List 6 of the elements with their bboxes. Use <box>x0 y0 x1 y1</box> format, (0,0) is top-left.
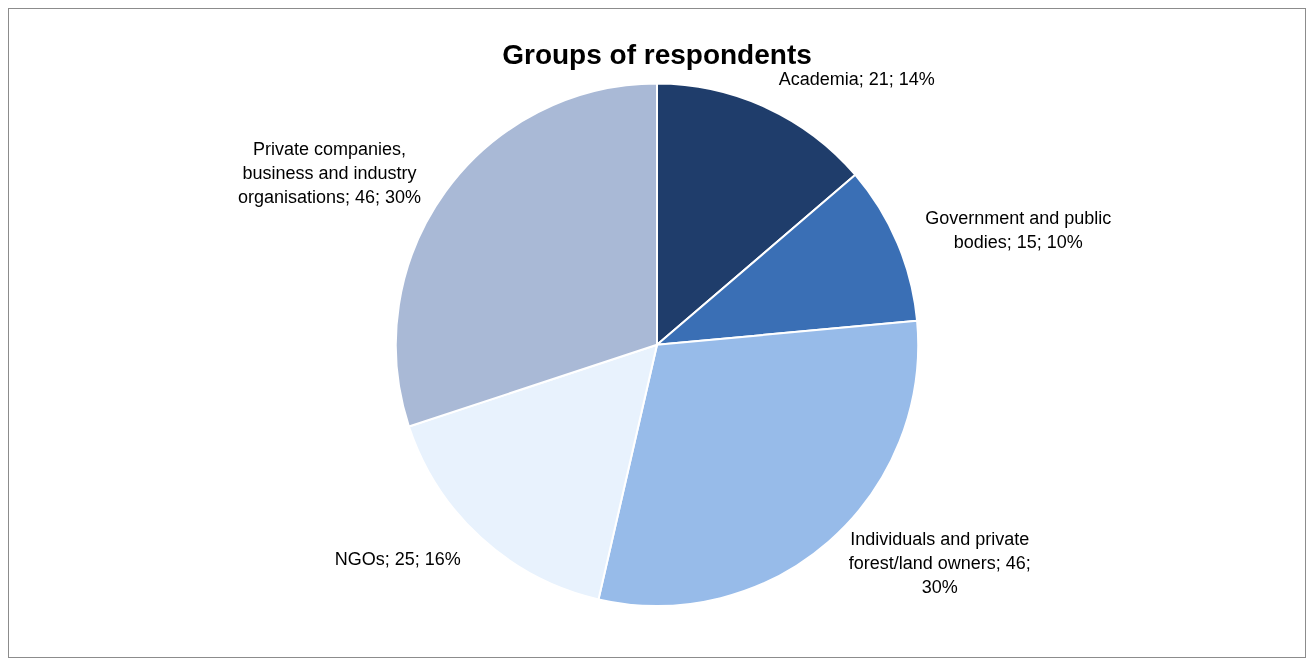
slice-label: NGOs; 25; 16% <box>334 548 461 569</box>
slice-label: Individuals and private forest/land owners; 46; 30% <box>848 528 1031 597</box>
slice-label: Private companies, business and industry organisations; 46; 30% <box>237 139 422 208</box>
slice-label: Government and public bodies; 15; 10% <box>925 208 1112 253</box>
chart-title: Groups of respondents <box>502 38 812 70</box>
slice-label: Academia; 21; 14% <box>778 69 935 90</box>
